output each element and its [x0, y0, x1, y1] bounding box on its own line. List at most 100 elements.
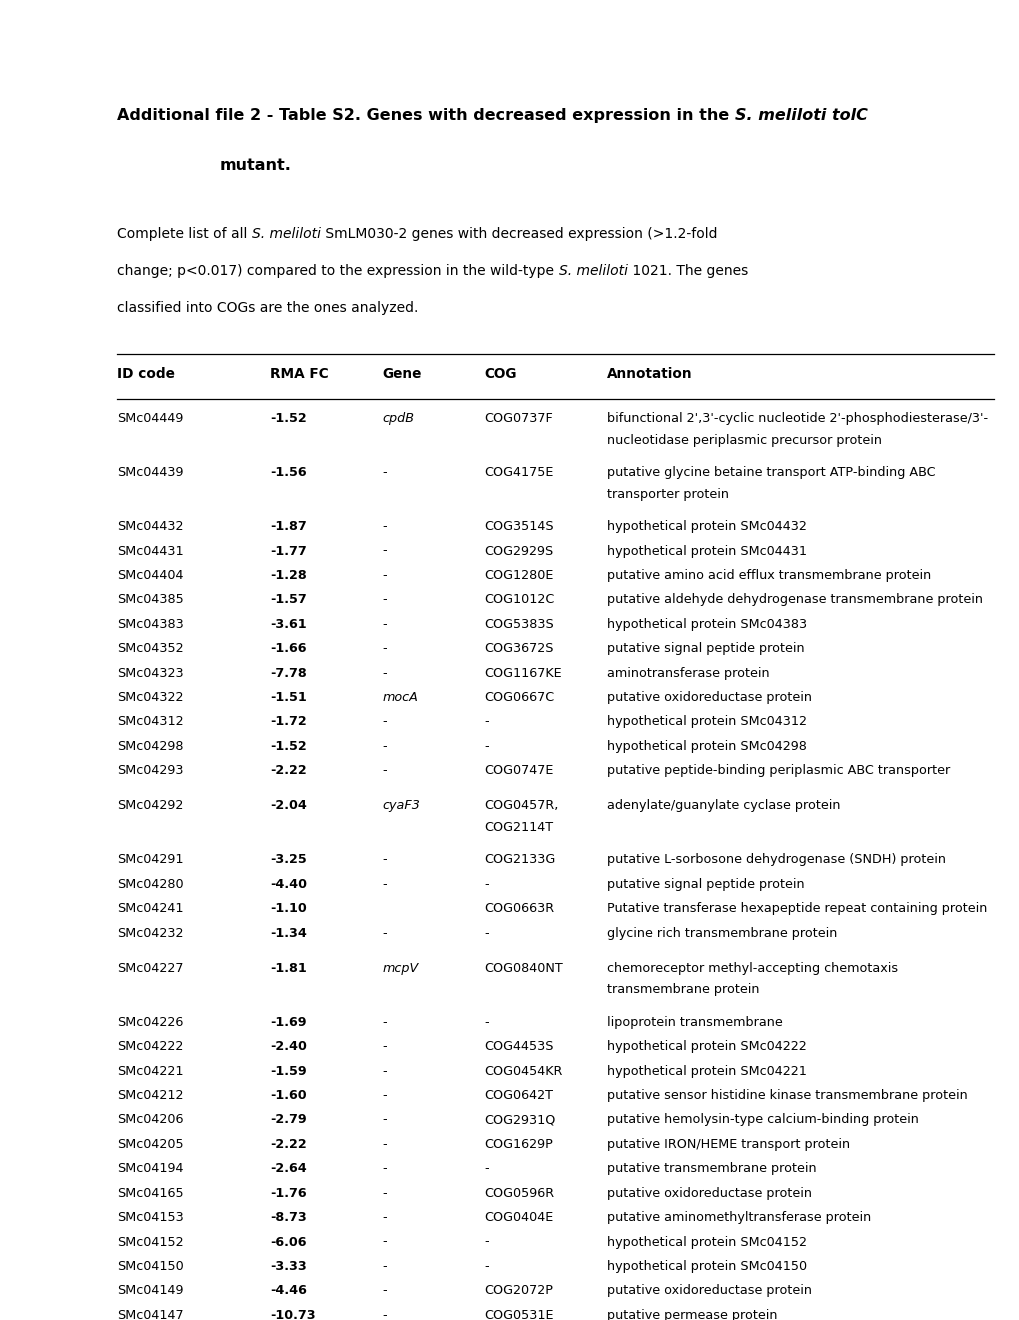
Text: SMc04222: SMc04222	[117, 1040, 183, 1053]
Text: putative permease protein: putative permease protein	[606, 1309, 776, 1320]
Text: COG2114T: COG2114T	[484, 821, 553, 834]
Text: SMc04449: SMc04449	[117, 412, 183, 425]
Text: -: -	[484, 1236, 489, 1249]
Text: transmembrane protein: transmembrane protein	[606, 983, 759, 997]
Text: -1.81: -1.81	[270, 962, 307, 974]
Text: COG0747E: COG0747E	[484, 764, 553, 777]
Text: aminotransferase protein: aminotransferase protein	[606, 667, 768, 680]
Text: SMc04383: SMc04383	[117, 618, 183, 631]
Text: SMc04205: SMc04205	[117, 1138, 183, 1151]
Text: -: -	[382, 643, 387, 655]
Text: change; p<0.017) compared to the expression in the wild-type: change; p<0.017) compared to the express…	[117, 264, 558, 279]
Text: putative amino acid efflux transmembrane protein: putative amino acid efflux transmembrane…	[606, 569, 930, 582]
Text: COG1629P: COG1629P	[484, 1138, 553, 1151]
Text: lipoprotein transmembrane: lipoprotein transmembrane	[606, 1016, 782, 1028]
Text: COG0454KR: COG0454KR	[484, 1065, 562, 1077]
Text: SMc04241: SMc04241	[117, 903, 183, 915]
Text: SMc04404: SMc04404	[117, 569, 183, 582]
Text: putative hemolysin-type calcium-binding protein: putative hemolysin-type calcium-binding …	[606, 1114, 918, 1126]
Text: cpdB: cpdB	[382, 412, 414, 425]
Text: nucleotidase periplasmic precursor protein: nucleotidase periplasmic precursor prote…	[606, 434, 881, 446]
Text: -: -	[382, 545, 387, 557]
Text: SMc04323: SMc04323	[117, 667, 183, 680]
Text: -: -	[382, 1114, 387, 1126]
Text: -1.60: -1.60	[270, 1089, 307, 1102]
Text: SMc04165: SMc04165	[117, 1187, 183, 1200]
Text: -: -	[484, 1163, 489, 1175]
Text: S. meliloti: S. meliloti	[558, 264, 627, 279]
Text: -7.78: -7.78	[270, 667, 307, 680]
Text: -6.06: -6.06	[270, 1236, 307, 1249]
Text: hypothetical protein SMc04222: hypothetical protein SMc04222	[606, 1040, 806, 1053]
Text: -1.28: -1.28	[270, 569, 307, 582]
Text: SMc04292: SMc04292	[117, 800, 183, 812]
Text: hypothetical protein SMc04431: hypothetical protein SMc04431	[606, 545, 806, 557]
Text: putative oxidoreductase protein: putative oxidoreductase protein	[606, 1284, 811, 1298]
Text: -: -	[382, 1089, 387, 1102]
Text: COG2929S: COG2929S	[484, 545, 553, 557]
Text: putative glycine betaine transport ATP-binding ABC: putative glycine betaine transport ATP-b…	[606, 466, 934, 479]
Text: SMc04226: SMc04226	[117, 1016, 183, 1028]
Text: putative peptide-binding periplasmic ABC transporter: putative peptide-binding periplasmic ABC…	[606, 764, 950, 777]
Text: SMc04147: SMc04147	[117, 1309, 183, 1320]
Text: putative oxidoreductase protein: putative oxidoreductase protein	[606, 1187, 811, 1200]
Text: hypothetical protein SMc04312: hypothetical protein SMc04312	[606, 715, 806, 729]
Text: -1.52: -1.52	[270, 412, 307, 425]
Text: cyaF3: cyaF3	[382, 800, 420, 812]
Text: -3.25: -3.25	[270, 854, 307, 866]
Text: hypothetical protein SMc04383: hypothetical protein SMc04383	[606, 618, 806, 631]
Text: mcpV: mcpV	[382, 962, 419, 974]
Text: -1.52: -1.52	[270, 741, 307, 752]
Text: COG2931Q: COG2931Q	[484, 1114, 555, 1126]
Text: COG0457R,: COG0457R,	[484, 800, 558, 812]
Text: -1.66: -1.66	[270, 643, 307, 655]
Text: SMc04153: SMc04153	[117, 1212, 183, 1224]
Text: SMc04212: SMc04212	[117, 1089, 183, 1102]
Text: -: -	[382, 1065, 387, 1077]
Text: SMc04152: SMc04152	[117, 1236, 183, 1249]
Text: putative oxidoreductase protein: putative oxidoreductase protein	[606, 692, 811, 704]
Text: COG0596R: COG0596R	[484, 1187, 554, 1200]
Text: COG1167KE: COG1167KE	[484, 667, 561, 680]
Text: SMc04322: SMc04322	[117, 692, 183, 704]
Text: putative L-sorbosone dehydrogenase (SNDH) protein: putative L-sorbosone dehydrogenase (SNDH…	[606, 854, 945, 866]
Text: -1.10: -1.10	[270, 903, 307, 915]
Text: -: -	[382, 520, 387, 533]
Text: COG5383S: COG5383S	[484, 618, 553, 631]
Text: putative transmembrane protein: putative transmembrane protein	[606, 1163, 816, 1175]
Text: COG3672S: COG3672S	[484, 643, 553, 655]
Text: -: -	[382, 1261, 387, 1272]
Text: SMc04194: SMc04194	[117, 1163, 183, 1175]
Text: hypothetical protein SMc04150: hypothetical protein SMc04150	[606, 1261, 806, 1272]
Text: SmLM030-2 genes with decreased expression (>1.2-fold: SmLM030-2 genes with decreased expressio…	[321, 227, 716, 242]
Text: -: -	[382, 1016, 387, 1028]
Text: SMc04221: SMc04221	[117, 1065, 183, 1077]
Text: -10.73: -10.73	[270, 1309, 316, 1320]
Text: SMc04232: SMc04232	[117, 927, 183, 940]
Text: hypothetical protein SMc04432: hypothetical protein SMc04432	[606, 520, 806, 533]
Text: COG2072P: COG2072P	[484, 1284, 553, 1298]
Text: Additional file 2 - Table S2. Genes with decreased expression in the: Additional file 2 - Table S2. Genes with…	[117, 108, 735, 123]
Text: Complete list of all: Complete list of all	[117, 227, 252, 242]
Text: SMc04149: SMc04149	[117, 1284, 183, 1298]
Text: hypothetical protein SMc04298: hypothetical protein SMc04298	[606, 741, 806, 752]
Text: SMc04432: SMc04432	[117, 520, 183, 533]
Text: -1.51: -1.51	[270, 692, 307, 704]
Text: mutant.: mutant.	[219, 158, 290, 173]
Text: SMc04293: SMc04293	[117, 764, 183, 777]
Text: Annotation: Annotation	[606, 367, 692, 381]
Text: COG0667C: COG0667C	[484, 692, 554, 704]
Text: -: -	[382, 667, 387, 680]
Text: SMc04431: SMc04431	[117, 545, 183, 557]
Text: COG0663R: COG0663R	[484, 903, 554, 915]
Text: -: -	[382, 1212, 387, 1224]
Text: -1.56: -1.56	[270, 466, 307, 479]
Text: SMc04312: SMc04312	[117, 715, 183, 729]
Text: -2.04: -2.04	[270, 800, 307, 812]
Text: -: -	[382, 854, 387, 866]
Text: -: -	[382, 764, 387, 777]
Text: -: -	[484, 927, 489, 940]
Text: SMc04439: SMc04439	[117, 466, 183, 479]
Text: transporter protein: transporter protein	[606, 488, 729, 500]
Text: -1.77: -1.77	[270, 545, 307, 557]
